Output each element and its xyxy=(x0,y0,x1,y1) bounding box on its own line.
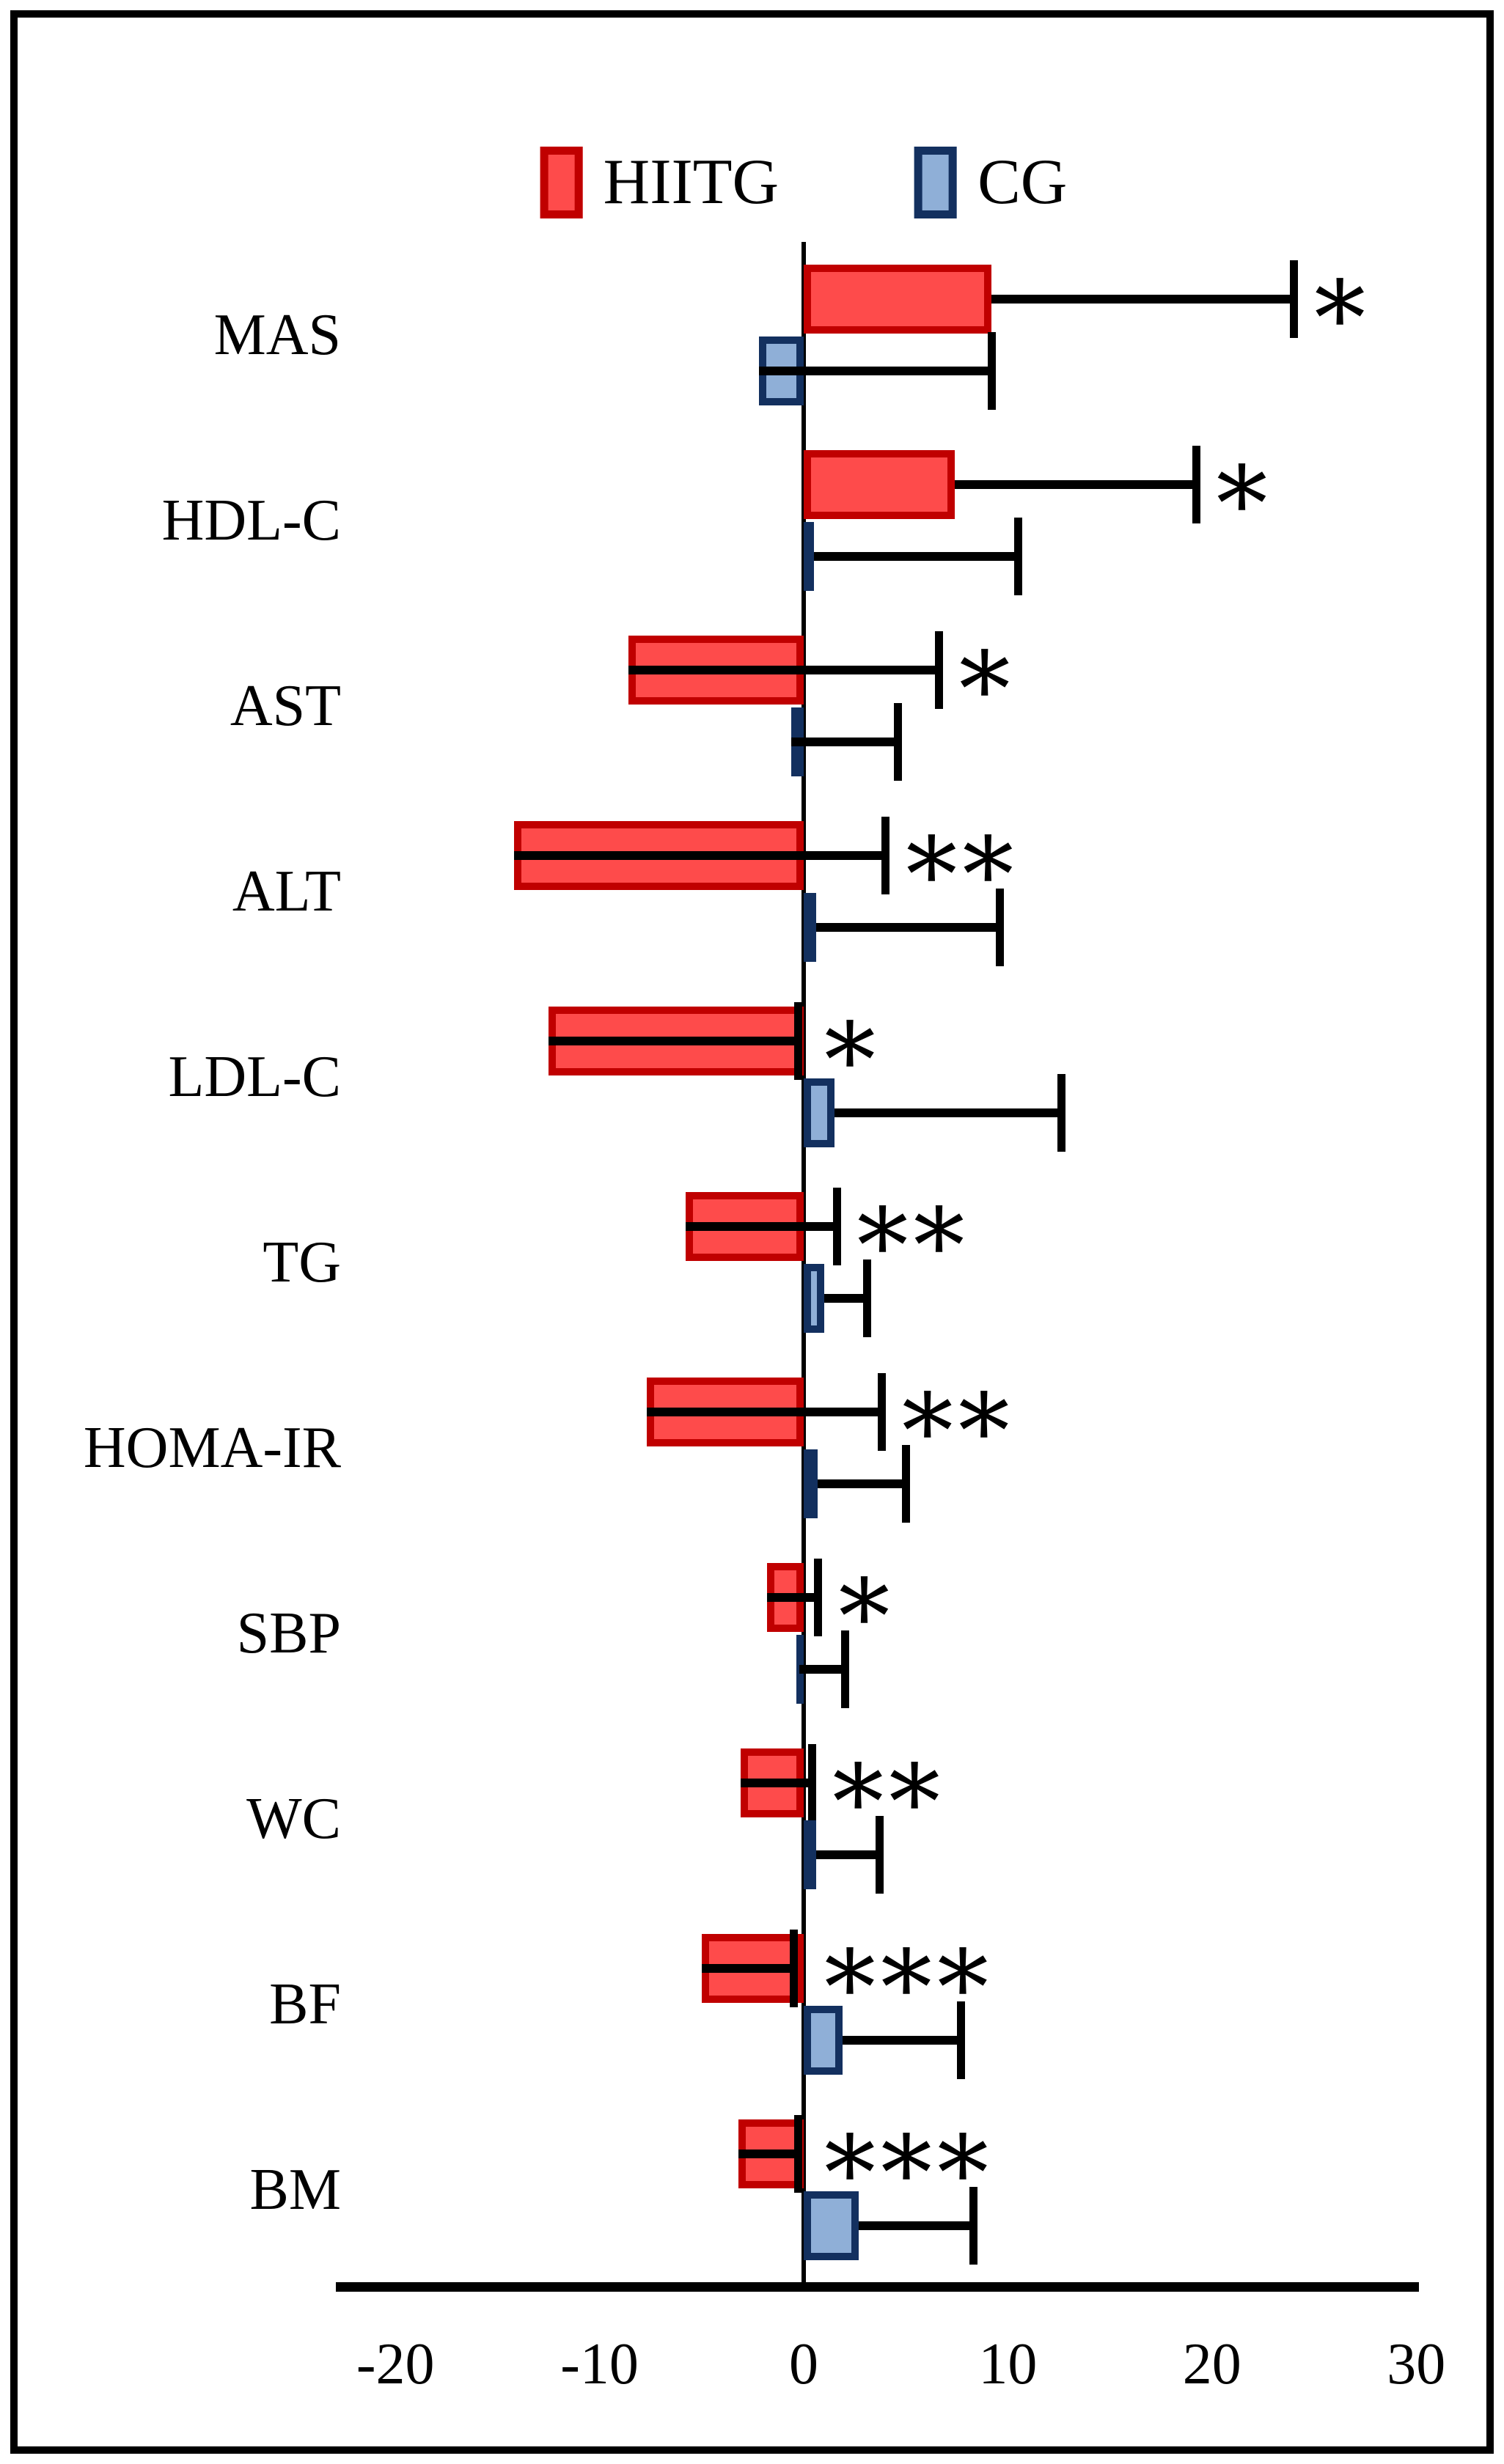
x-tick-label-10: 10 xyxy=(978,2332,1038,2397)
significance-marker-bf: *** xyxy=(824,1928,994,2048)
error-line-hiitg-wc xyxy=(740,1778,812,1787)
error-line-hiitg-bf xyxy=(701,1963,794,1973)
error-line-cg-homa-ir xyxy=(818,1479,906,1488)
error-cap-hiitg-ast xyxy=(934,630,943,709)
figure-frame xyxy=(10,10,1494,2454)
error-cap-cg-ast xyxy=(894,702,903,781)
error-line-hiitg-bm xyxy=(738,2149,798,2158)
error-line-hiitg-tg xyxy=(685,1221,837,1231)
error-cap-hiitg-sbp xyxy=(814,1558,823,1636)
category-label-mas: MAS xyxy=(213,302,341,367)
error-cap-cg-sbp xyxy=(840,1630,849,1708)
significance-marker-ast: * xyxy=(958,630,1016,750)
legend-swatch-hiitg-icon xyxy=(540,147,583,218)
category-label-bf: BF xyxy=(269,1971,341,2037)
error-line-cg-ast xyxy=(791,737,898,746)
bar-cg-bm xyxy=(804,2191,859,2260)
error-cap-hiitg-tg xyxy=(832,1187,841,1265)
error-line-cg-ldl-c xyxy=(834,1108,1061,1117)
category-label-ast: AST xyxy=(230,673,341,738)
x-tick-label-0: 0 xyxy=(789,2332,818,2397)
error-line-hiitg-ldl-c xyxy=(549,1036,798,1045)
category-label-alt: ALT xyxy=(232,858,341,924)
legend-swatch-cg-icon xyxy=(914,147,958,218)
error-line-hiitg-alt xyxy=(513,850,886,860)
category-label-hdl-c: HDL-C xyxy=(161,488,341,553)
significance-marker-wc: ** xyxy=(832,1743,946,1863)
bar-hiitg-hdl-c xyxy=(804,449,955,519)
bar-hiitg-mas xyxy=(804,264,992,334)
error-line-cg-sbp xyxy=(799,1664,845,1674)
significance-marker-tg: ** xyxy=(856,1186,970,1306)
error-line-hiitg-homa-ir xyxy=(646,1407,881,1416)
significance-marker-ldl-c: * xyxy=(824,1001,881,1121)
category-label-bm: BM xyxy=(249,2157,342,2222)
error-line-hiitg-hdl-c xyxy=(955,479,1196,489)
error-cap-hiitg-alt xyxy=(881,816,890,894)
error-cap-hiitg-ldl-c xyxy=(793,1001,802,1080)
legend-label-hiitg: HIITG xyxy=(603,147,779,218)
bar-cg-ldl-c xyxy=(804,1078,834,1147)
error-cap-cg-wc xyxy=(876,1815,884,1894)
error-cap-hiitg-hdl-c xyxy=(1192,445,1200,523)
bar-cg-tg xyxy=(804,1263,824,1333)
error-cap-cg-homa-ir xyxy=(902,1444,911,1523)
category-label-ldl-c: LDL-C xyxy=(168,1044,341,1109)
error-cap-cg-tg xyxy=(863,1259,872,1337)
error-cap-hiitg-homa-ir xyxy=(877,1372,886,1451)
error-line-hiitg-mas xyxy=(991,294,1294,304)
chart-legend: HIITG CG xyxy=(540,147,1067,218)
error-cap-cg-hdl-c xyxy=(1014,517,1023,595)
error-line-cg-bf xyxy=(842,2035,961,2045)
x-tick-label-30: 30 xyxy=(1387,2332,1446,2397)
category-label-wc: WC xyxy=(246,1786,341,1851)
significance-marker-mas: * xyxy=(1314,259,1371,379)
bar-cg-alt xyxy=(804,892,816,962)
error-line-hiitg-sbp xyxy=(766,1592,818,1602)
bar-cg-wc xyxy=(804,1820,816,1889)
significance-marker-hdl-c: * xyxy=(1216,444,1273,564)
bar-cg-hdl-c xyxy=(804,521,814,591)
legend-item-cg: CG xyxy=(914,147,1067,218)
significance-marker-sbp: * xyxy=(838,1557,895,1677)
significance-marker-bm: *** xyxy=(824,2114,994,2234)
error-line-cg-hdl-c xyxy=(813,551,1019,561)
error-cap-cg-ldl-c xyxy=(1057,1073,1065,1152)
legend-label-cg: CG xyxy=(977,147,1068,218)
category-label-homa-ir: HOMA-IR xyxy=(83,1415,341,1480)
error-line-cg-mas xyxy=(758,366,992,375)
error-cap-cg-mas xyxy=(988,331,997,410)
legend-item-hiitg: HIITG xyxy=(540,147,779,218)
error-cap-cg-alt xyxy=(996,888,1005,966)
error-line-cg-alt xyxy=(815,922,1000,932)
significance-marker-alt: ** xyxy=(906,815,1019,935)
bar-cg-homa-ir xyxy=(804,1449,818,1518)
category-label-tg: TG xyxy=(263,1229,341,1295)
x-tick-label-20: 20 xyxy=(1182,2332,1241,2397)
significance-marker-homa-ir: ** xyxy=(901,1372,1015,1492)
error-cap-hiitg-wc xyxy=(808,1743,817,1822)
error-cap-hiitg-bm xyxy=(793,2114,802,2193)
error-line-cg-bm xyxy=(859,2221,974,2230)
error-line-cg-tg xyxy=(823,1293,867,1303)
error-cap-cg-bf xyxy=(957,2001,966,2079)
x-tick-label--10: -10 xyxy=(560,2332,639,2397)
x-tick-label--20: -20 xyxy=(356,2332,435,2397)
bar-cg-bf xyxy=(804,2005,843,2075)
category-label-sbp: SBP xyxy=(236,1600,341,1666)
error-cap-hiitg-mas xyxy=(1290,260,1299,338)
x-axis-line xyxy=(336,2282,1419,2292)
error-line-cg-wc xyxy=(815,1850,879,1859)
error-line-hiitg-ast xyxy=(628,665,939,674)
error-cap-hiitg-bf xyxy=(790,1929,799,2007)
error-cap-cg-bm xyxy=(969,2186,978,2265)
